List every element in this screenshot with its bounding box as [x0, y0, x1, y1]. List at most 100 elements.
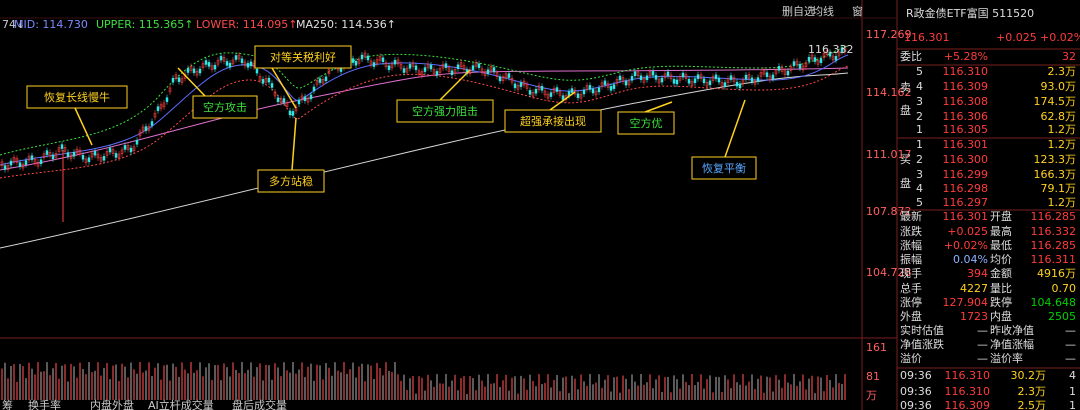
- candle-body: [42, 153, 46, 158]
- volume-bar: [292, 362, 294, 400]
- volume-bar: [526, 389, 528, 400]
- volume-bar: [193, 372, 195, 400]
- annotation-box: [396, 99, 494, 123]
- candle-body: [9, 160, 13, 166]
- candle-body: [609, 86, 613, 91]
- book-volume: 123.3万: [1034, 153, 1077, 166]
- candle-body: [255, 68, 259, 74]
- volume-bar: [220, 380, 222, 400]
- candle-body: [741, 79, 745, 85]
- candle-body: [429, 64, 433, 70]
- candle-body: [60, 144, 64, 149]
- candle-body: [492, 67, 496, 72]
- candle-body: [501, 76, 505, 81]
- candle-body: [528, 90, 532, 95]
- candle-body: [756, 77, 760, 82]
- candle-body: [240, 58, 244, 64]
- candle-body: [99, 157, 103, 162]
- volume-bar: [355, 377, 357, 400]
- candle-body: [477, 63, 481, 68]
- candle-body: [651, 71, 655, 76]
- annotation-text: 空方强力阻击: [412, 104, 478, 118]
- book-volume: 166.3万: [1034, 168, 1077, 181]
- volume-axis-label: 万: [866, 389, 877, 402]
- candle-body: [231, 59, 235, 65]
- candle-body: [597, 87, 601, 93]
- volume-bar: [502, 380, 504, 400]
- candle-body: [315, 80, 319, 85]
- candle-body: [495, 72, 499, 77]
- candle-body: [309, 94, 313, 100]
- stat-value: 0.70: [1052, 282, 1077, 295]
- candle-body: [381, 57, 385, 63]
- volume-bar: [460, 378, 462, 400]
- stat-label: 净值涨跌: [900, 337, 944, 351]
- candle-body: [678, 75, 682, 81]
- volume-bar: [148, 362, 150, 400]
- candle-body: [117, 153, 121, 159]
- candle-body: [786, 70, 790, 76]
- candle-body: [453, 69, 457, 74]
- volume-bar: [295, 373, 297, 400]
- volume-bar: [487, 374, 489, 400]
- candle-body: [186, 68, 190, 73]
- candle-body: [405, 67, 409, 73]
- stat-label: 昨收净值: [990, 323, 1034, 337]
- volume-bar: [235, 369, 237, 400]
- volume-bar: [361, 363, 363, 400]
- candle-body: [594, 90, 598, 96]
- volume-bar: [766, 376, 768, 400]
- volume-bar: [703, 388, 705, 400]
- candle-body: [798, 63, 802, 69]
- candle-body: [216, 59, 220, 65]
- stat-label: 溢价: [900, 351, 922, 365]
- volume-bar: [652, 388, 654, 400]
- book-level: 3: [916, 95, 923, 108]
- candle-body: [714, 74, 718, 80]
- candle-body: [105, 151, 109, 156]
- candle-body: [666, 71, 670, 77]
- volume-bar: [217, 364, 219, 400]
- candle-body: [369, 60, 373, 66]
- legend-item: MID: 114.730: [14, 18, 88, 31]
- candle-body: [579, 93, 583, 99]
- volume-bar: [175, 366, 177, 400]
- volume-bar: [646, 382, 648, 400]
- candle-body: [660, 77, 664, 83]
- candle-body: [534, 89, 538, 94]
- volume-bar: [574, 378, 576, 400]
- volume-bar: [463, 376, 465, 400]
- lower-band: [0, 65, 849, 179]
- volume-bar: [817, 376, 819, 400]
- candle-body: [552, 88, 556, 93]
- candle-body: [414, 65, 418, 71]
- toolbar-item: 均线: [812, 4, 834, 18]
- stat-value: 116.285: [1031, 210, 1077, 223]
- volume-bar: [127, 377, 129, 400]
- volume-bar: [82, 369, 84, 400]
- volume-bar: [430, 380, 432, 400]
- volume-bar: [613, 377, 615, 400]
- candle-body: [717, 77, 721, 83]
- volume-bar: [271, 379, 273, 400]
- volume-bar: [322, 379, 324, 400]
- volume-bar: [229, 376, 231, 400]
- candle-body: [393, 59, 397, 65]
- candle-body: [642, 78, 646, 83]
- volume-bar: [781, 387, 783, 400]
- candle-body: [657, 78, 661, 84]
- volume-bar: [13, 364, 15, 400]
- volume-bar: [181, 362, 183, 400]
- volume-bar: [103, 367, 105, 400]
- candle-body: [810, 54, 814, 60]
- volume-bar: [10, 365, 12, 400]
- book-price: 116.306: [943, 110, 989, 123]
- volume-bar: [307, 366, 309, 400]
- tick-price: 116.310: [945, 369, 991, 382]
- stat-label: 最低: [990, 239, 1012, 252]
- volume-bar: [163, 365, 165, 400]
- annotation-box: [504, 109, 602, 133]
- candle-body: [75, 148, 79, 154]
- stat-value: 2505: [1048, 310, 1076, 323]
- volume-bar: [796, 385, 798, 400]
